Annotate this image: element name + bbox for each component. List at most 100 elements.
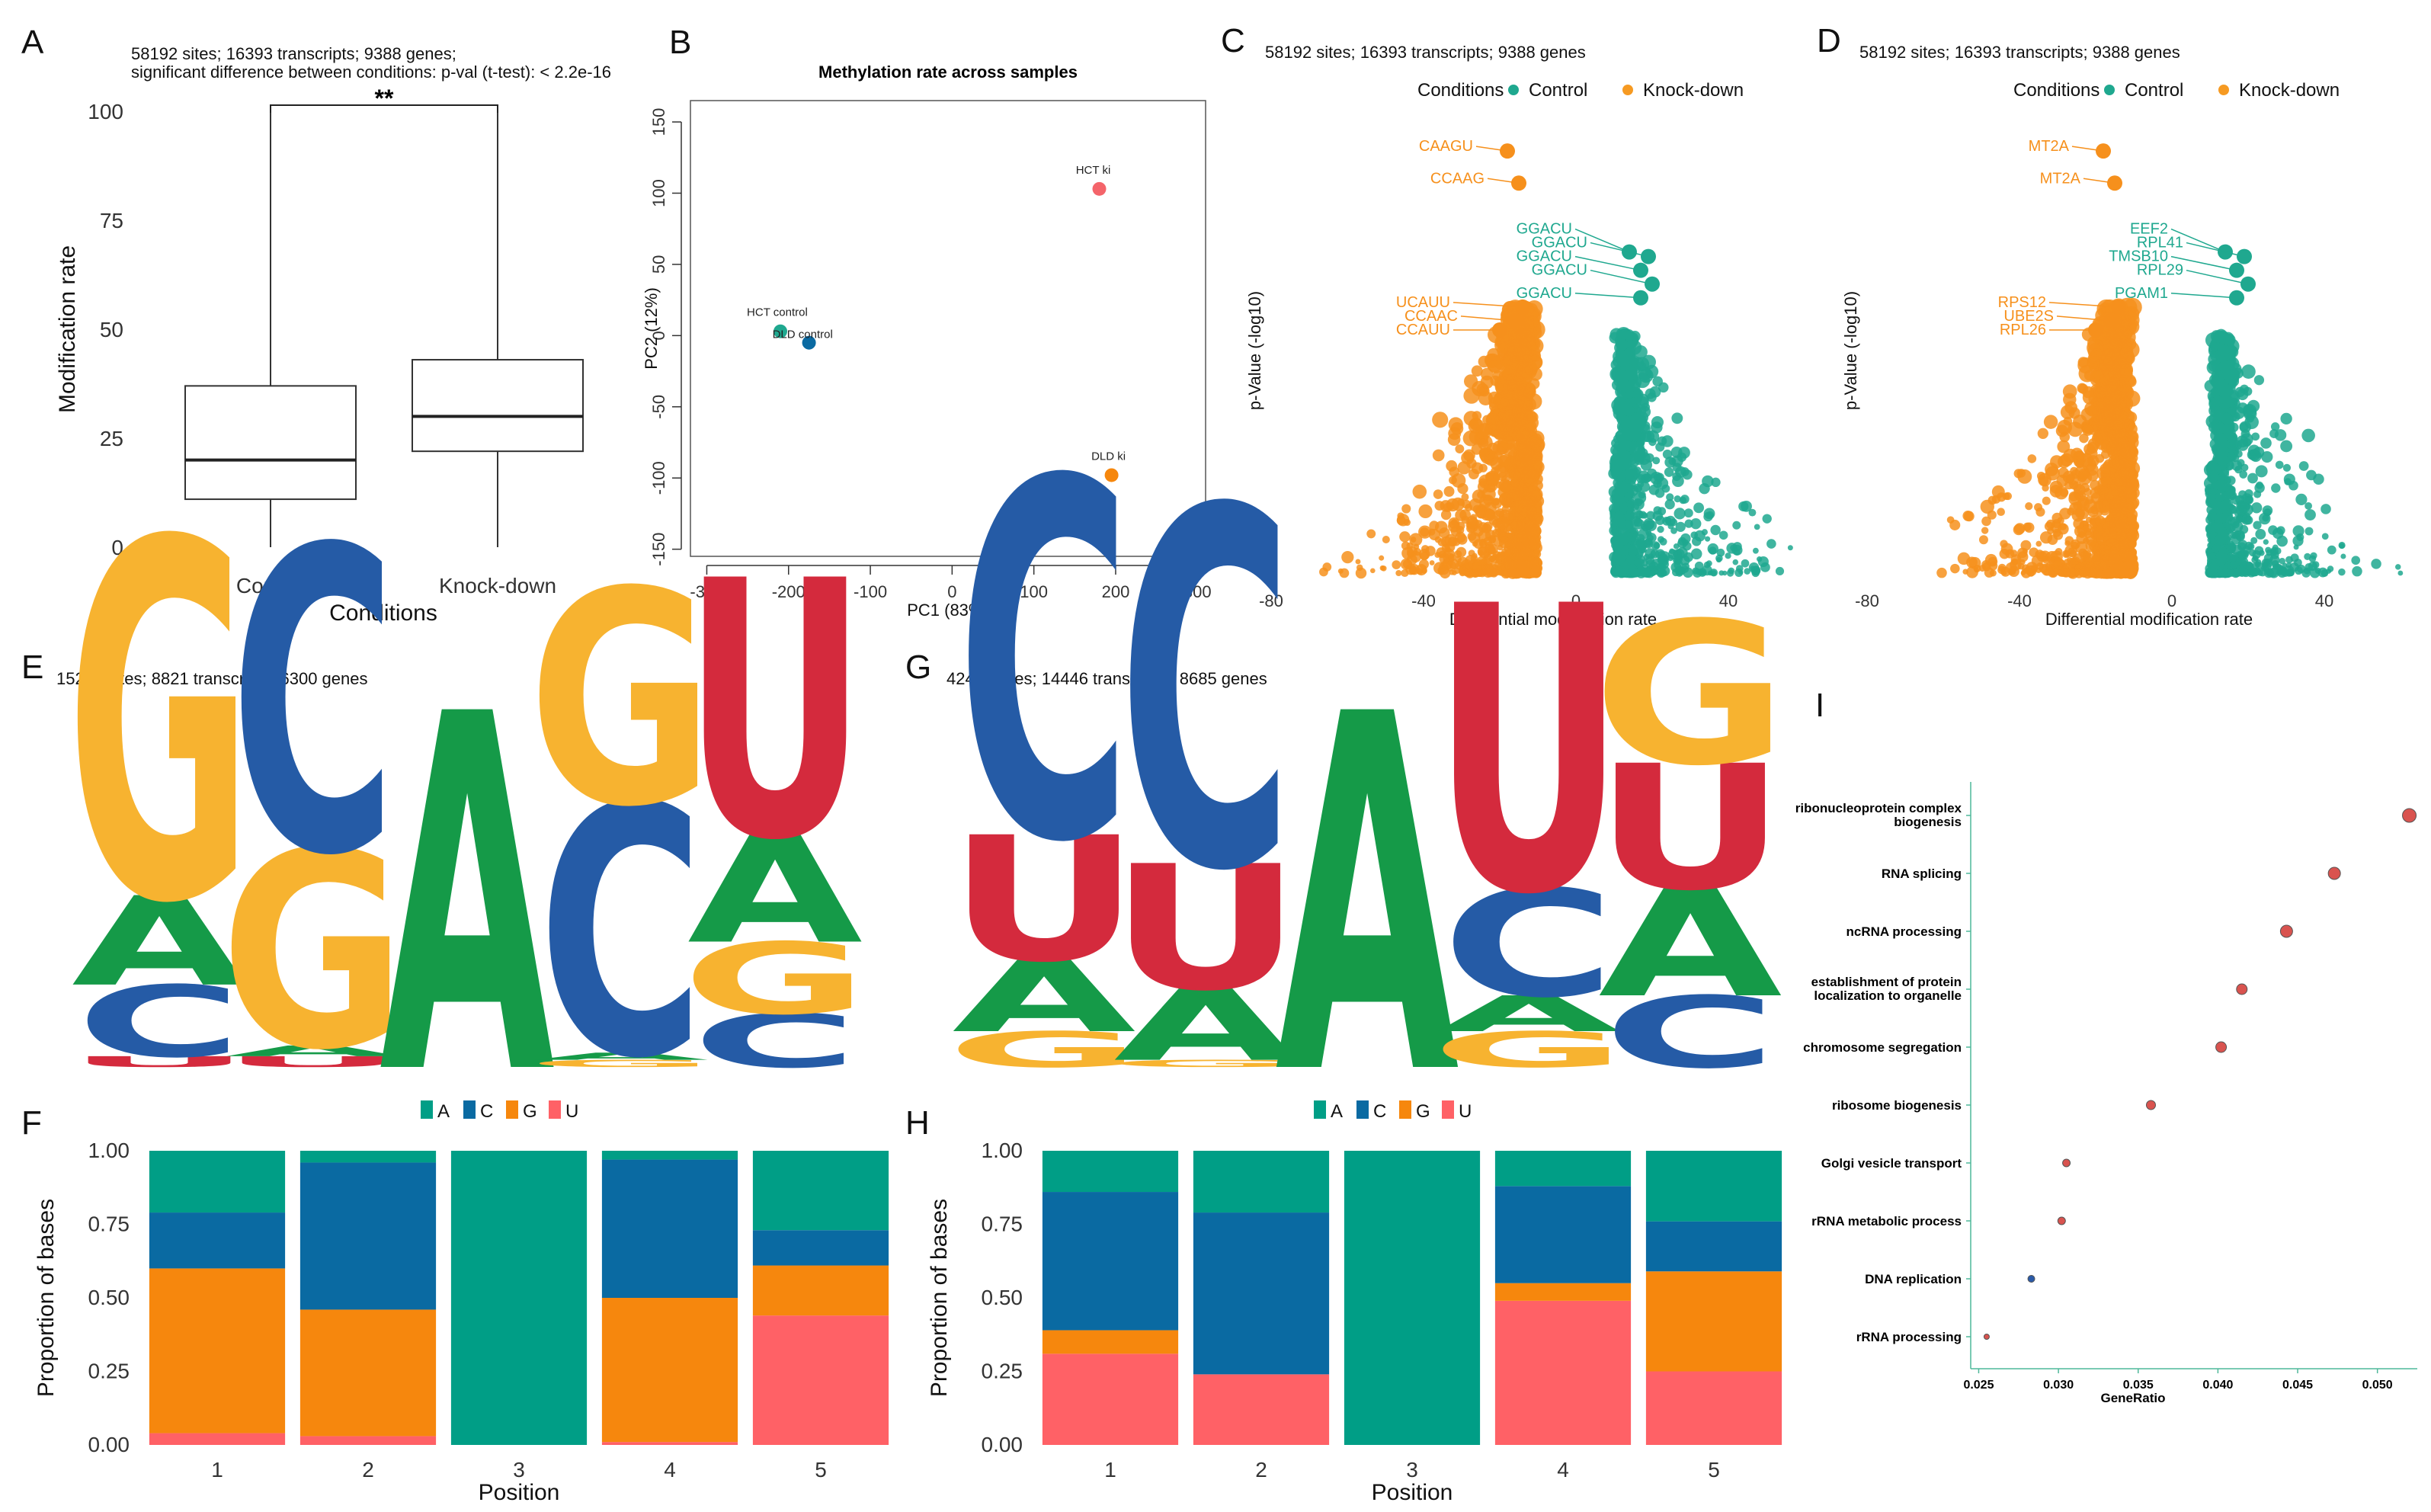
control-site-point <box>2212 396 2224 407</box>
knockdown-site-point <box>2037 428 2048 439</box>
control-site-point <box>2270 422 2280 431</box>
knockdown-site-point <box>2053 558 2065 570</box>
y-tick-label: -50 <box>649 395 668 419</box>
knockdown-site-point <box>2071 541 2079 550</box>
control-site-point <box>2230 561 2238 569</box>
knockdown-site-point <box>2020 540 2032 551</box>
knockdown-site-point <box>2126 524 2135 533</box>
control-site-point <box>2296 533 2304 541</box>
knockdown-site-point <box>1533 548 1541 555</box>
control-site-point <box>1680 467 1690 476</box>
control-site-point <box>1754 524 1760 530</box>
y-tick-label: 50 <box>649 255 668 274</box>
control-site-point <box>1666 493 1674 501</box>
knockdown-site-point <box>1443 485 1455 497</box>
significance-stars: ** <box>375 85 394 112</box>
control-site-point <box>1677 567 1686 575</box>
control-site-point <box>1718 530 1728 540</box>
control-site-point <box>1693 502 1705 514</box>
box-control <box>184 385 357 501</box>
knockdown-site-point <box>1478 522 1488 533</box>
control-site-point <box>1653 479 1662 489</box>
control-site-point <box>1671 412 1683 424</box>
knockdown-site-point <box>2032 566 2038 572</box>
knockdown-site-point <box>2027 454 2037 463</box>
control-site-point <box>1787 545 1793 551</box>
control-site-point <box>1610 469 1619 478</box>
knockdown-site-point <box>1488 536 1497 544</box>
knockdown-site-point <box>1400 558 1412 570</box>
knockdown-site-point <box>1507 532 1513 539</box>
knockdown-site-point <box>1395 569 1402 577</box>
knockdown-site-point <box>1448 520 1460 533</box>
knockdown-site-point <box>1425 546 1436 556</box>
knockdown-site-point <box>1510 521 1519 530</box>
control-site-point <box>1715 557 1722 563</box>
control-site-point <box>1750 565 1755 571</box>
labeled-point <box>1515 299 1530 315</box>
control-site-point <box>1624 520 1632 527</box>
labeled-point <box>1645 276 1660 292</box>
control-site-point <box>2289 562 2299 572</box>
knockdown-site-point <box>1461 493 1469 501</box>
control-site-point <box>1633 483 1642 493</box>
control-site-point <box>1657 556 1665 564</box>
knockdown-site-point <box>1428 528 1440 540</box>
knockdown-site-point <box>1521 507 1529 515</box>
knockdown-site-point <box>1416 568 1424 575</box>
control-site-point <box>1696 569 1702 575</box>
control-site-point <box>2252 562 2259 569</box>
knockdown-site-point <box>2093 501 2103 510</box>
knockdown-site-point <box>1476 569 1485 577</box>
label-leader-line <box>1590 242 1649 258</box>
panel-letter-b: B <box>669 24 691 61</box>
control-site-point <box>1614 511 1625 521</box>
knockdown-site-point <box>1475 424 1492 440</box>
knockdown-site-point <box>2083 444 2096 455</box>
control-site-point <box>1640 431 1652 442</box>
labeled-point <box>2111 299 2126 315</box>
control-site-point <box>2295 493 2308 505</box>
pca-point <box>1104 468 1119 482</box>
control-site-point <box>2243 404 2255 415</box>
knockdown-site-point <box>1507 567 1518 578</box>
labeled-point <box>2103 312 2119 328</box>
point-label: RPL29 <box>2137 262 2183 279</box>
control-site-point <box>1718 570 1725 576</box>
y-tick-label: 25 <box>100 427 123 450</box>
panel-letter-d: D <box>1817 22 1841 59</box>
knockdown-site-point <box>1456 521 1465 530</box>
control-site-point <box>2280 412 2292 425</box>
control-site-point <box>2238 551 2247 560</box>
control-site-point <box>2240 433 2253 446</box>
knockdown-site-point <box>1446 460 1458 472</box>
control-site-point <box>2213 376 2226 389</box>
control-site-point <box>2244 415 2259 430</box>
control-site-point <box>1658 563 1664 569</box>
control-site-point <box>2304 501 2313 510</box>
control-site-point <box>2207 470 2219 482</box>
points-knockdown <box>1936 297 2142 579</box>
panel-letter-c: C <box>1221 22 1245 59</box>
knockdown-site-point <box>2042 496 2051 505</box>
knockdown-site-point <box>1508 513 1516 521</box>
control-site-point <box>2338 541 2346 549</box>
knockdown-site-point <box>1472 411 1482 421</box>
labeled-point <box>1633 290 1648 306</box>
control-site-point <box>2263 539 2269 545</box>
point-label: RPL26 <box>2000 322 2046 338</box>
legend-label-control: Control <box>1529 80 1587 101</box>
label-leader-line <box>2186 242 2245 258</box>
points-control <box>2203 328 2404 578</box>
labeled-point <box>1507 312 1523 328</box>
legend-marker-knockdown <box>1622 85 1633 95</box>
control-site-point <box>1636 474 1646 484</box>
label-leader-line <box>1574 293 1641 299</box>
control-site-point <box>2261 450 2273 463</box>
x-tick-label: Control <box>236 574 305 597</box>
control-site-point <box>1680 495 1690 504</box>
control-site-point <box>2208 553 2216 560</box>
labeled-point <box>2237 248 2252 264</box>
knockdown-site-point <box>2047 534 2058 546</box>
knockdown-site-point <box>1446 502 1455 511</box>
